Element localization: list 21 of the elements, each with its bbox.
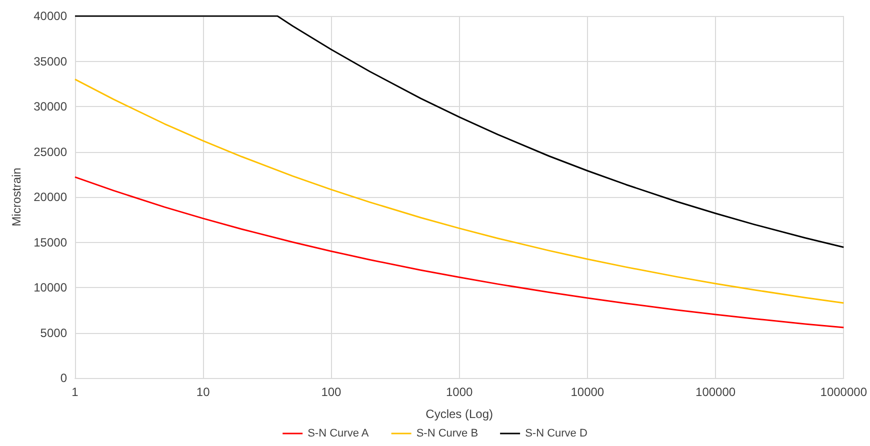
y-tick-label: 35000 — [34, 54, 68, 68]
y-tick-label: 10000 — [34, 280, 68, 294]
y-tick-label: 40000 — [34, 9, 68, 23]
x-tick-label: 1000 — [446, 385, 473, 399]
legend-label: S-N Curve D — [525, 428, 588, 440]
x-tick-label: 100000 — [696, 385, 736, 399]
legend-label: S-N Curve B — [416, 428, 478, 440]
x-tick-label: 1000000 — [820, 385, 868, 399]
y-tick-label: 15000 — [34, 235, 68, 250]
y-tick-label: 5000 — [40, 326, 68, 340]
y-tick-label: 0 — [60, 371, 68, 385]
x-tick-label: 100 — [321, 385, 342, 399]
y-tick-label: 30000 — [34, 100, 68, 114]
x-tick-label: 10 — [196, 385, 210, 399]
y-tick-label: 20000 — [34, 190, 68, 204]
x-axis-title: Cycles (Log) — [426, 407, 493, 421]
y-axis-title: Microstrain — [10, 168, 24, 226]
legend-label: S-N Curve A — [308, 428, 370, 440]
x-tick-label: 1 — [72, 385, 79, 399]
x-tick-label: 10000 — [570, 385, 604, 399]
y-tick-label: 25000 — [34, 144, 68, 159]
